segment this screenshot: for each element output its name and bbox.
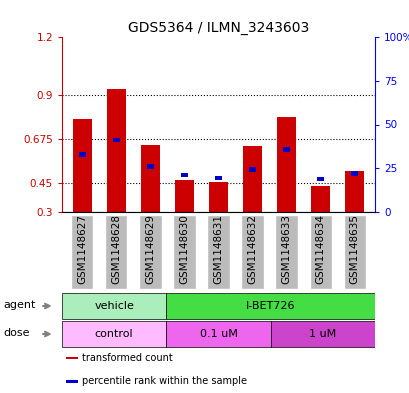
Bar bbox=[316, 176, 324, 182]
Text: GSM1148628: GSM1148628 bbox=[111, 215, 121, 285]
FancyBboxPatch shape bbox=[71, 215, 93, 289]
Bar bbox=[79, 152, 86, 157]
Bar bbox=[66, 357, 78, 359]
FancyBboxPatch shape bbox=[343, 215, 365, 289]
Bar bbox=[248, 167, 256, 172]
Bar bbox=[112, 138, 120, 143]
Text: GSM1148633: GSM1148633 bbox=[281, 215, 291, 285]
FancyBboxPatch shape bbox=[166, 321, 270, 347]
Text: GSM1148630: GSM1148630 bbox=[179, 215, 189, 284]
Text: agent: agent bbox=[3, 300, 36, 310]
Bar bbox=[141, 145, 160, 212]
FancyBboxPatch shape bbox=[105, 215, 127, 289]
Bar bbox=[209, 182, 227, 212]
Text: GSM1148627: GSM1148627 bbox=[77, 215, 87, 285]
Text: control: control bbox=[94, 329, 133, 339]
Text: GSM1148629: GSM1148629 bbox=[145, 215, 155, 285]
Bar bbox=[276, 117, 295, 212]
Text: I-BET726: I-BET726 bbox=[245, 301, 295, 311]
Text: GSM1148634: GSM1148634 bbox=[315, 215, 325, 285]
Title: GDS5364 / ILMN_3243603: GDS5364 / ILMN_3243603 bbox=[128, 20, 308, 35]
Text: 0.1 uM: 0.1 uM bbox=[199, 329, 237, 339]
Bar bbox=[310, 186, 329, 212]
Text: transformed count: transformed count bbox=[82, 353, 173, 363]
Bar bbox=[243, 146, 261, 212]
Text: dose: dose bbox=[3, 329, 29, 338]
Text: 1 uM: 1 uM bbox=[308, 329, 336, 339]
Bar bbox=[350, 171, 357, 176]
Text: GSM1148631: GSM1148631 bbox=[213, 215, 223, 285]
Bar bbox=[344, 171, 363, 212]
Text: vehicle: vehicle bbox=[94, 301, 134, 311]
Text: GSM1148635: GSM1148635 bbox=[349, 215, 359, 285]
Text: percentile rank within the sample: percentile rank within the sample bbox=[82, 376, 247, 386]
FancyBboxPatch shape bbox=[241, 215, 263, 289]
FancyBboxPatch shape bbox=[139, 215, 161, 289]
Bar bbox=[282, 147, 290, 152]
FancyBboxPatch shape bbox=[275, 215, 297, 289]
Bar bbox=[73, 119, 92, 212]
FancyBboxPatch shape bbox=[207, 215, 229, 289]
Bar bbox=[146, 164, 154, 169]
FancyBboxPatch shape bbox=[166, 292, 374, 320]
FancyBboxPatch shape bbox=[270, 321, 374, 347]
Bar bbox=[107, 88, 126, 212]
FancyBboxPatch shape bbox=[62, 292, 166, 320]
Bar bbox=[175, 180, 193, 212]
FancyBboxPatch shape bbox=[62, 321, 166, 347]
Bar bbox=[214, 176, 222, 180]
FancyBboxPatch shape bbox=[173, 215, 195, 289]
FancyBboxPatch shape bbox=[309, 215, 331, 289]
Bar bbox=[66, 380, 78, 382]
Bar bbox=[180, 173, 188, 178]
Text: GSM1148632: GSM1148632 bbox=[247, 215, 257, 285]
